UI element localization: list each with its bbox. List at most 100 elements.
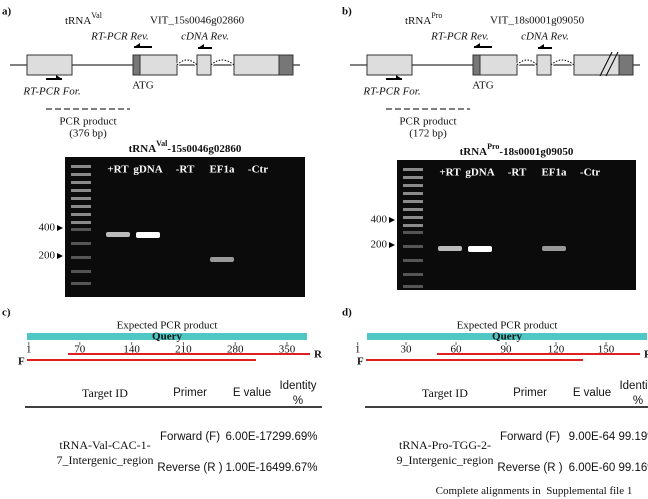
target-id: tRNA-Val-CAC-1-7_Intergenic_region <box>56 438 154 467</box>
table-header: Target ID <box>422 386 468 400</box>
table-cell: 99.69% <box>278 431 318 443</box>
table-header: Primer <box>173 387 207 399</box>
gel-band <box>542 246 566 251</box>
intron <box>516 59 575 66</box>
break-mark <box>599 51 619 77</box>
gel-band <box>106 232 130 237</box>
tick-label: 120 <box>548 344 565 356</box>
query-bar <box>27 333 307 340</box>
gel-title-rest: -18s0001g09050 <box>499 146 573 158</box>
alignment-heading: Expected PCR product <box>117 320 218 332</box>
rt-for-label: RT-PCR For. <box>22 86 80 98</box>
gel-title: tRNAPro-18s0001g09050 <box>460 142 574 158</box>
exon-start <box>472 54 481 76</box>
lane-label: +RT <box>107 164 129 176</box>
locus: VIT_18s0001g09050 <box>490 15 585 27</box>
tick-label: 350 <box>279 344 296 356</box>
ladder-band <box>71 282 91 285</box>
arrow-head <box>396 75 402 79</box>
footer-note: Complete alignments in Supplemental file… <box>435 485 633 497</box>
panel-label: d) <box>342 307 352 319</box>
cdna-rev-label: cDNA Rev. <box>181 31 229 43</box>
tick-label: 210 <box>175 344 192 356</box>
reverse-label: R <box>644 349 648 361</box>
tick-label: 1 <box>355 344 361 356</box>
table-cell: 6.00E-60 <box>568 462 616 474</box>
tick-label: 1 <box>26 344 32 356</box>
table-header: Identity % <box>279 380 317 407</box>
query-bar <box>367 333 647 340</box>
gel <box>397 160 636 290</box>
gene-name: tRNAVal <box>65 11 103 27</box>
ladder-band <box>403 224 423 227</box>
pcr-product-label: PCR product <box>399 116 456 128</box>
lane-label: EF1a <box>541 167 567 179</box>
table-cell: 99.19% <box>618 431 648 443</box>
marker-arrow <box>389 242 395 248</box>
gel-band <box>468 246 492 252</box>
ladder-band <box>71 256 91 259</box>
exon <box>366 54 413 76</box>
marker-label: 200 <box>39 250 56 262</box>
pcr-size-label: (172 bp) <box>409 128 447 140</box>
table-cell: 9.00E-64 <box>568 431 616 443</box>
table-cell: 1.00E-164 <box>225 462 279 474</box>
gel-band <box>438 246 462 251</box>
gel <box>65 157 305 297</box>
ladder-band <box>403 168 423 171</box>
query-label: Query <box>152 331 182 343</box>
ladder-band <box>403 184 423 187</box>
arrow-head <box>56 75 62 79</box>
lane-label: gDNA <box>133 164 162 176</box>
ladder-band <box>71 270 91 273</box>
ladder-band <box>71 165 91 168</box>
marker-arrow <box>57 225 63 231</box>
table-header: Primer <box>513 387 547 399</box>
tick-label: 60 <box>451 344 463 356</box>
marker-label: 200 <box>371 239 388 251</box>
exon <box>26 54 73 76</box>
ladder-band <box>71 228 91 231</box>
lane-label: -Ctr <box>580 167 600 179</box>
gene-sup: Val <box>91 11 102 20</box>
ladder-band <box>403 208 423 211</box>
gel-title-text: tRNA <box>129 143 157 155</box>
forward-label: F <box>18 356 25 368</box>
gel-title-sup: Pro <box>487 142 499 151</box>
ladder-band <box>403 231 423 234</box>
gel-title-text: tRNA <box>460 146 488 158</box>
forward-label: F <box>357 356 364 368</box>
tick-label: 30 <box>401 344 413 356</box>
ladder-band <box>403 192 423 195</box>
ladder-band <box>71 181 91 184</box>
tick-label: 70 <box>74 344 86 356</box>
ladder-band <box>403 259 423 262</box>
ladder-band <box>403 245 423 248</box>
gel-band <box>210 257 234 262</box>
ladder-band <box>403 176 423 179</box>
arrow-head <box>134 43 140 47</box>
gel-title: tRNAVal-15s0046g02860 <box>129 139 242 155</box>
tick-label: 150 <box>598 344 615 356</box>
marker-label: 400 <box>39 222 56 234</box>
table-cell: 6.00E-172 <box>225 431 279 443</box>
panel-label: b) <box>342 6 352 18</box>
target-id: tRNA-Pro-TGG-2-9_Intergenic_region <box>396 438 494 467</box>
query-label: Query <box>492 331 522 343</box>
ladder-band <box>403 285 423 288</box>
gel-title-sup: Val <box>156 139 168 148</box>
rt-rev-label: RT-PCR Rev. <box>430 31 489 43</box>
lane-label: EF1a <box>209 164 235 176</box>
ladder-band <box>71 213 91 216</box>
lane-label: gDNA <box>465 167 494 179</box>
ladder-band <box>403 200 423 203</box>
pcr-product-label: PCR product <box>59 116 116 128</box>
table-cell: 99.16% <box>618 462 648 474</box>
arrow-head <box>198 44 204 48</box>
pcr-size-label: (376 bp) <box>69 128 107 140</box>
locus: VIT_15s0046g02860 <box>150 15 245 27</box>
table-header: E value <box>232 387 272 399</box>
marker-arrow <box>389 217 395 223</box>
gene-name: tRNAPro <box>405 11 442 27</box>
